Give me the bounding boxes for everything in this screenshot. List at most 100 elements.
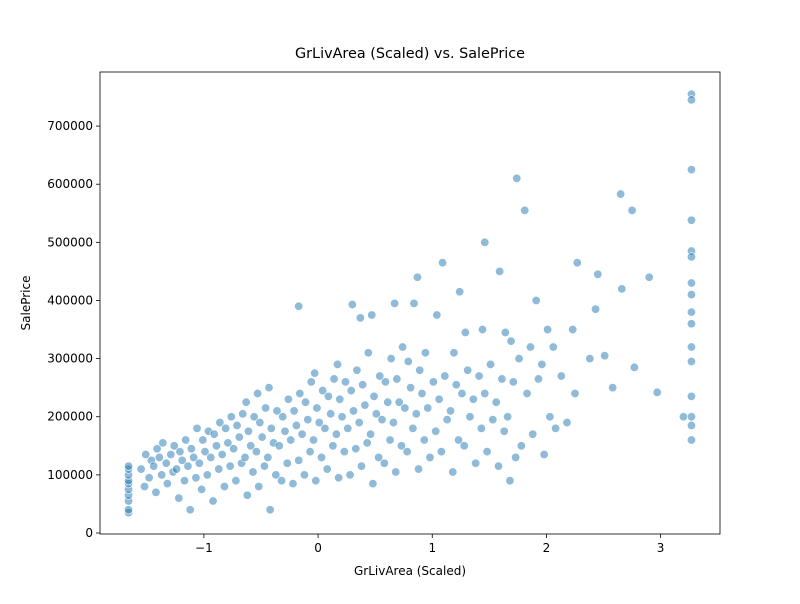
point xyxy=(248,467,258,477)
point xyxy=(438,258,448,268)
point xyxy=(242,490,252,500)
point xyxy=(516,441,526,451)
point xyxy=(568,325,578,335)
point xyxy=(531,295,541,305)
point xyxy=(329,374,339,384)
point xyxy=(539,450,549,460)
point xyxy=(446,406,456,416)
y-tick-label: 100000 xyxy=(47,468,93,482)
point xyxy=(383,397,393,407)
point xyxy=(340,377,350,387)
point xyxy=(326,409,336,419)
point xyxy=(331,429,341,439)
point xyxy=(377,415,387,425)
point xyxy=(593,269,603,279)
point xyxy=(398,342,408,352)
point xyxy=(251,447,261,457)
point xyxy=(161,458,171,468)
point xyxy=(194,458,204,468)
point xyxy=(360,400,370,410)
point xyxy=(197,484,207,494)
point xyxy=(419,435,429,445)
x-tick-label: 3 xyxy=(657,541,665,555)
chart-title: GrLivArea (Scaled) vs. SalePrice xyxy=(295,46,525,62)
point xyxy=(412,272,422,282)
point xyxy=(240,452,250,462)
point xyxy=(686,342,696,352)
point xyxy=(294,301,304,311)
point xyxy=(459,441,469,451)
point xyxy=(391,467,401,477)
point xyxy=(288,479,298,489)
point xyxy=(363,348,373,358)
point xyxy=(355,313,365,323)
point xyxy=(425,452,435,462)
y-tick-label: 400000 xyxy=(47,293,93,307)
point xyxy=(217,450,227,460)
point xyxy=(263,452,273,462)
point xyxy=(686,278,696,288)
point xyxy=(271,470,281,480)
point xyxy=(463,365,473,375)
point xyxy=(346,386,356,396)
point xyxy=(192,423,202,433)
point xyxy=(154,452,164,462)
point xyxy=(562,418,572,428)
point xyxy=(686,420,696,430)
point xyxy=(414,464,424,474)
point xyxy=(375,371,385,381)
point xyxy=(600,351,610,361)
point xyxy=(471,458,481,468)
point xyxy=(528,429,538,439)
point xyxy=(318,386,328,396)
point xyxy=(449,348,459,358)
point xyxy=(152,444,162,454)
x-axis-label: GrLivArea (Scaled) xyxy=(354,564,466,578)
y-tick-label: 700000 xyxy=(47,119,93,133)
point xyxy=(328,441,338,451)
point xyxy=(202,470,212,480)
point xyxy=(317,452,327,462)
point xyxy=(686,215,696,225)
point xyxy=(351,444,361,454)
point xyxy=(533,374,543,384)
point xyxy=(508,377,518,387)
point xyxy=(311,476,321,486)
point xyxy=(186,444,196,454)
point xyxy=(379,458,389,468)
point xyxy=(686,95,696,105)
point xyxy=(151,487,161,497)
point xyxy=(367,310,377,320)
point xyxy=(312,403,322,413)
point xyxy=(232,420,242,430)
point xyxy=(334,473,344,483)
point xyxy=(124,461,134,471)
point xyxy=(386,354,396,364)
point xyxy=(493,461,503,471)
point xyxy=(238,409,248,419)
point xyxy=(686,307,696,317)
point xyxy=(291,420,301,430)
point xyxy=(241,397,251,407)
point xyxy=(627,205,637,215)
point xyxy=(348,406,358,416)
point xyxy=(503,412,513,422)
point xyxy=(474,371,484,381)
point xyxy=(144,473,154,483)
point xyxy=(215,418,225,428)
point xyxy=(140,482,150,492)
point xyxy=(141,450,151,460)
point xyxy=(369,391,379,401)
point xyxy=(448,467,458,477)
point xyxy=(254,482,264,492)
point xyxy=(208,496,218,506)
point xyxy=(221,423,231,433)
point xyxy=(491,397,501,407)
point xyxy=(686,412,696,422)
point xyxy=(440,371,450,381)
point xyxy=(294,455,304,465)
point xyxy=(149,461,159,471)
y-tick-label: 300000 xyxy=(47,352,93,366)
point xyxy=(371,409,381,419)
point xyxy=(257,432,267,442)
